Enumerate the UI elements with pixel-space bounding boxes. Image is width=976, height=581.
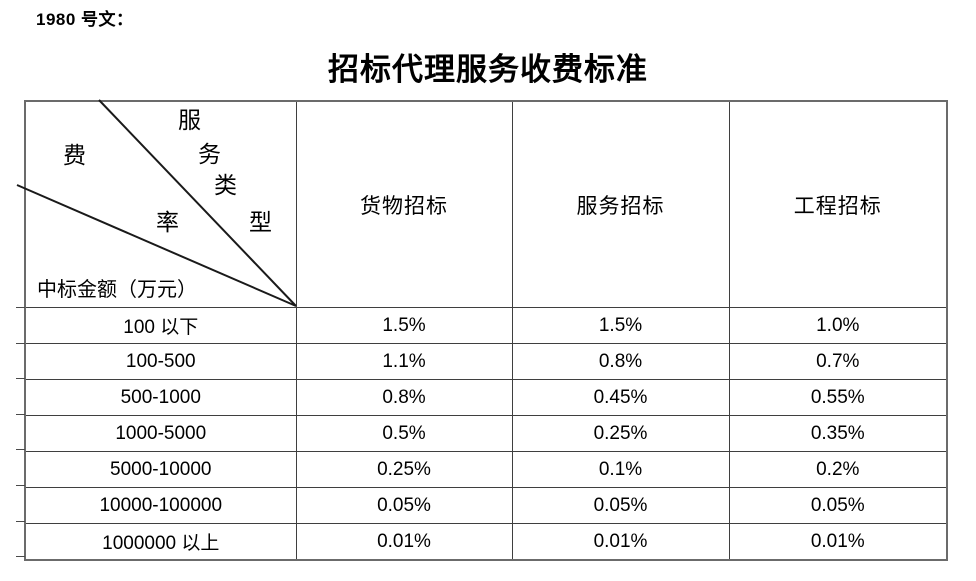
amount-range-cell: 100 以下 — [24, 307, 297, 344]
row-line-extension — [16, 556, 25, 558]
table-row: 500-1000 0.8% 0.45% 0.55% — [24, 379, 948, 416]
amount-range-cell: 500-1000 — [24, 379, 297, 416]
rate-cell-service: 0.25% — [511, 415, 730, 452]
rate-cell-goods: 0.05% — [295, 487, 513, 524]
fee-table: 服 务 类 型 费 率 中标金额（万元） 货物招标 服务招标 工程招标 100 … — [16, 99, 948, 561]
rate-cell-engineering: 0.35% — [728, 415, 948, 452]
table-row: 10000-100000 0.05% 0.05% 0.05% — [24, 487, 948, 524]
document-number-label: 1980 号文： — [36, 10, 134, 29]
fee-standard-table: 服 务 类 型 费 率 中标金额（万元） 货物招标 服务招标 工程招标 100 … — [16, 99, 948, 561]
rate-cell-engineering: 0.05% — [728, 487, 948, 524]
rate-cell-service: 0.01% — [511, 523, 730, 561]
rate-cell-goods: 0.25% — [295, 451, 513, 488]
corner-fee-char: 率 — [156, 210, 179, 236]
corner-fee-char: 费 — [63, 143, 86, 169]
rate-cell-engineering: 0.2% — [728, 451, 948, 488]
row-line-extension — [16, 485, 25, 486]
table-row: 100-500 1.1% 0.8% 0.7% — [24, 343, 948, 380]
corner-type-char: 型 — [249, 210, 272, 236]
rate-cell-engineering: 0.7% — [728, 343, 948, 380]
table-corner-cell: 服 务 类 型 费 率 中标金额（万元） — [16, 99, 297, 308]
rate-cell-service: 0.8% — [511, 343, 730, 380]
column-header-goods-bidding: 货物招标 — [295, 100, 513, 308]
amount-range-cell: 1000-5000 — [24, 415, 297, 452]
rate-cell-goods: 0.8% — [295, 379, 513, 416]
amount-range-cell: 5000-10000 — [24, 451, 297, 488]
rate-cell-goods: 1.1% — [295, 343, 513, 380]
corner-row-axis-label: 中标金额（万元） — [37, 277, 197, 301]
rate-cell-service: 0.45% — [511, 379, 730, 416]
row-line-extension — [16, 449, 25, 451]
amount-range-cell: 1000000 以上 — [24, 523, 297, 561]
row-line-extension — [16, 413, 25, 415]
rate-cell-engineering: 0.55% — [728, 379, 948, 416]
table-row: 100 以下 1.5% 1.5% 1.0% — [24, 307, 948, 344]
corner-type-char: 类 — [214, 173, 237, 199]
rate-cell-engineering: 1.0% — [728, 307, 948, 344]
rate-cell-goods: 0.01% — [295, 523, 513, 561]
column-header-engineering-bidding: 工程招标 — [728, 100, 948, 308]
table-row: 1000000 以上 0.01% 0.01% 0.01% — [24, 523, 948, 561]
table-row: 1000-5000 0.5% 0.25% 0.35% — [24, 415, 948, 452]
row-line-extension — [16, 307, 25, 308]
rate-cell-service: 1.5% — [511, 307, 730, 344]
corner-type-char: 务 — [198, 142, 221, 168]
page-title: 招标代理服务收费标准 — [328, 52, 648, 88]
row-line-extension — [16, 342, 25, 344]
amount-range-cell: 100-500 — [24, 343, 297, 380]
rate-cell-goods: 1.5% — [295, 307, 513, 344]
row-line-extension — [16, 378, 25, 380]
rate-cell-service: 0.1% — [511, 451, 730, 488]
table-header-row: 服 务 类 型 费 率 中标金额（万元） 货物招标 服务招标 工程招标 — [16, 99, 948, 308]
column-header-service-bidding: 服务招标 — [511, 100, 730, 308]
corner-type-char: 服 — [178, 108, 201, 134]
diagonal-divider-lines — [16, 99, 297, 307]
table-row: 5000-10000 0.25% 0.1% 0.2% — [24, 451, 948, 488]
amount-range-cell: 10000-100000 — [24, 487, 297, 524]
rate-cell-goods: 0.5% — [295, 415, 513, 452]
rate-cell-service: 0.05% — [511, 487, 730, 524]
rate-cell-engineering: 0.01% — [728, 523, 948, 561]
row-line-extension — [16, 520, 25, 522]
